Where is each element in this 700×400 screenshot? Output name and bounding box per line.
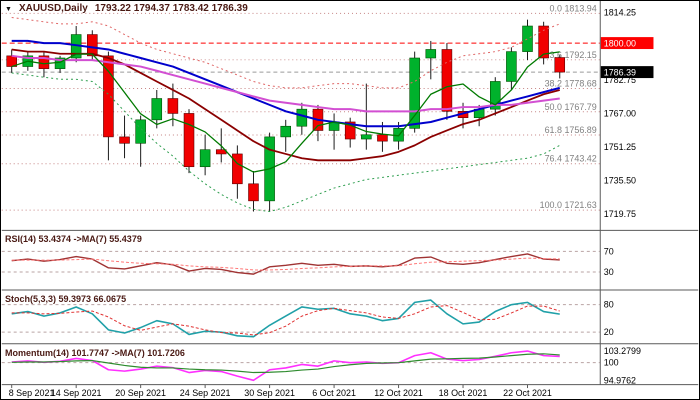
indicator-axis-label: 80 [604,300,614,310]
svg-text:1800.00: 1800.00 [604,39,636,49]
indicator-axis-label: 30 [604,267,614,277]
candle-down [538,25,549,59]
rsi-panel: 70 30 [1,246,614,277]
envelope-upper-dotted-line [11,17,560,89]
fib-label: 76.4 1743.42 [545,154,597,164]
indicator-axis-label: 94.9762 [604,375,636,385]
price-axis-tick[interactable]: 1767.00 [604,108,636,118]
candle-up [361,134,372,140]
rsi-indicator-label: RSI(14) 53.4374 ->MA(7) 55.4379 [5,234,142,244]
fib-label: 0.0 1813.94 [550,3,597,13]
ma-overlays-layer [11,17,561,213]
time-axis-label: 22 Oct 2021 [503,388,552,398]
candle-up [393,128,404,142]
envelope-lower-dotted-line [11,72,560,213]
candle-up [522,25,533,52]
stoch-k-line [11,299,560,338]
panel-separators [1,1,699,386]
indicator-axis-label: 70 [604,246,614,256]
chart-title: ▼ XAUUSD,Daily 1793.22 1794.37 1783.42 1… [5,3,248,14]
indicator-axis-label: 20 [604,327,614,337]
time-axis-label: 14 Sep 2021 [51,388,102,398]
fib-label: 61.8 1756.89 [545,125,597,135]
price-axis-labels: 1814.25 1782.75 1767.00 1751.25 1735.50 1719.… [604,8,636,219]
time-axis-label: 18 Oct 2021 [439,388,488,398]
time-axis-label: 6 Oct 2021 [312,388,356,398]
candle-down [87,34,98,57]
candle-down [119,136,130,144]
candle-up [489,81,501,110]
candle-down [38,55,50,69]
candle-down [344,121,356,140]
momentum-panel: 103.2799 100 94.9762 [1,346,641,385]
stochastic-indicator-label: Stoch(5,3,3) 59.3973 66.0675 [5,294,127,304]
stoch-d-line [11,305,560,336]
candle-up [409,57,420,129]
fib-label: 100.0 1721.63 [540,200,597,210]
momentum-indicator-label: Momentum(14) 101.7747 ->MA(7) 101.7206 [5,348,185,358]
stochastic-panel: 80 20 [1,299,614,338]
momentum-line [11,350,560,382]
candle-down [554,57,566,73]
price-axis-tick[interactable]: 1751.25 [604,142,636,152]
time-axis-label: 30 Sep 2021 [244,388,295,398]
indicator-axis-label: 100 [604,358,619,368]
svg-text:1786.39: 1786.39 [604,68,636,78]
price-badge-1800[interactable]: 1800.00 [600,37,654,50]
ohlc-values: 1793.22 1794.37 1783.42 1786.39 [94,3,248,14]
fib-label: 50.0 1767.79 [545,102,597,112]
price-axis-tick[interactable]: 1719.75 [604,209,636,219]
candle-down [183,113,195,168]
main-price-panel: 0.0 1813.94 23.6 1792.15 38.2 1778.68 50.0 … [1,3,654,219]
rsi-ma-line [11,257,560,271]
time-axis-label: 24 Sep 2021 [180,388,231,398]
ma-long-magenta-line [11,54,560,113]
candle-up [280,125,291,138]
price-axis-tick[interactable]: 1814.25 [604,8,636,18]
time-axis-label: 8 Sep 2021 [9,388,55,398]
candle-down [167,98,179,114]
candle-down [441,49,453,112]
candle-up [506,51,517,82]
rsi-line [11,253,560,275]
candle-down [232,153,243,185]
ma-slow-blue-line [11,39,561,128]
indicator-axis-label: 103.2799 [604,346,641,356]
current-price-badge: 1786.39 [600,66,654,79]
ma-medium-darkred-line [11,48,560,162]
price-axis-tick[interactable]: 1735.50 [604,176,636,186]
candles-layer [6,19,566,212]
candle-down [248,183,259,202]
time-axis-label: 20 Sep 2021 [115,388,166,398]
candle-up [135,119,146,144]
fib-label: 23.6 1792.15 [545,50,597,60]
candle-down [103,55,114,138]
candle-up [296,108,308,127]
symbol-timeframe-label: XAUUSD,Daily [18,3,88,14]
candle-up [199,149,211,168]
momentum-ma-line [11,353,560,374]
candle-up [151,98,163,121]
time-axis-label: 12 Oct 2021 [374,388,423,398]
candle-up [425,49,437,59]
symbol-dropdown-icon[interactable]: ▼ [5,5,12,13]
candle-down [377,134,388,142]
price-axis-tick[interactable]: 1782.75 [604,75,636,85]
fib-label: 38.2 1778.68 [545,79,597,89]
ma-fast-green-line [11,51,560,173]
